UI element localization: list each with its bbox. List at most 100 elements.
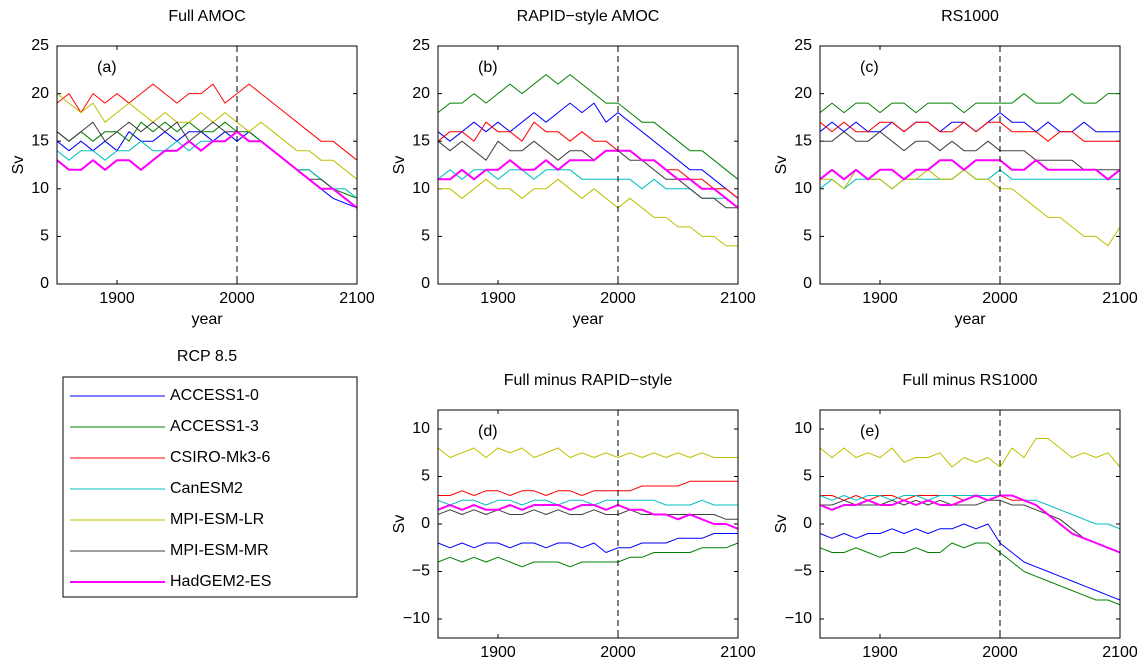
series-line — [820, 131, 1120, 171]
y-tick-label: 25 — [794, 37, 812, 54]
legend-title: RCP 8.5 — [177, 348, 237, 365]
x-tick-label: 2000 — [982, 290, 1018, 307]
legend-label: HadGEM2-ES — [170, 573, 271, 590]
x-tick-label: 2100 — [1102, 290, 1138, 307]
series-line — [820, 169, 1121, 247]
series-line — [819, 495, 1121, 530]
y-tick-label: −5 — [412, 563, 430, 580]
y-tick-label: 20 — [31, 85, 49, 102]
series-line — [819, 523, 1121, 601]
legend-label: MPI-ESM-MR — [170, 542, 269, 559]
chart-title: Full AMOC — [168, 8, 245, 25]
series-line — [56, 130, 358, 209]
series-line — [437, 542, 739, 568]
series-line — [437, 121, 739, 199]
panel-label: (a) — [97, 59, 117, 76]
series-line — [438, 178, 738, 247]
x-tick-label: 2100 — [1102, 644, 1138, 661]
y-tick-label: 10 — [412, 420, 430, 437]
y-tick-label: 10 — [794, 180, 812, 197]
series-line — [438, 149, 739, 209]
y-tick-label: 0 — [421, 515, 430, 532]
series-line — [437, 447, 738, 458]
legend-label: CanESM2 — [170, 480, 243, 497]
legend-label: CSIRO-Mk3-6 — [170, 449, 271, 466]
plot-frame — [437, 409, 739, 639]
plot-frame — [819, 45, 1121, 285]
y-tick-label: 10 — [794, 420, 812, 437]
y-tick-label: 0 — [40, 275, 49, 292]
panel-label: (c) — [860, 59, 879, 76]
x-tick-label: 2100 — [720, 290, 756, 307]
y-axis-label: Sv — [10, 156, 27, 175]
series-line — [437, 504, 739, 530]
y-tick-label: 5 — [803, 228, 812, 245]
y-tick-label: 0 — [803, 515, 812, 532]
plot-frame — [437, 45, 739, 285]
series-line — [819, 438, 1121, 468]
series-line — [56, 83, 358, 161]
series-line — [820, 499, 1121, 553]
y-tick-label: 15 — [412, 132, 430, 149]
y-axis-label: Sv — [391, 515, 408, 534]
y-tick-label: 5 — [421, 228, 430, 245]
y-tick-label: 25 — [412, 37, 430, 54]
series-line — [819, 121, 1120, 142]
chart-title: Full minus RS1000 — [902, 372, 1037, 389]
y-tick-label: 10 — [412, 180, 430, 197]
series-line — [437, 102, 739, 199]
series-line — [437, 140, 738, 209]
y-axis-label: Sv — [391, 156, 408, 175]
series-line — [819, 494, 1121, 554]
y-tick-label: −10 — [785, 610, 812, 627]
y-tick-label: 25 — [31, 37, 49, 54]
series-line — [819, 159, 1121, 181]
legend-label: ACCESS1-3 — [170, 418, 259, 435]
plot-frame — [56, 45, 358, 285]
plot-frame — [819, 409, 1121, 639]
x-tick-label: 1900 — [99, 290, 135, 307]
y-tick-label: 5 — [803, 468, 812, 485]
x-axis-label: year — [572, 311, 604, 328]
legend-box — [62, 376, 358, 598]
panel-label: (e) — [860, 423, 880, 440]
series-line — [56, 131, 358, 199]
series-line — [437, 533, 738, 553]
x-tick-label: 2000 — [982, 644, 1018, 661]
x-tick-label: 2000 — [219, 290, 255, 307]
y-tick-label: 10 — [31, 180, 49, 197]
y-tick-label: 5 — [421, 468, 430, 485]
y-tick-label: −5 — [794, 563, 812, 580]
y-tick-label: 20 — [794, 85, 812, 102]
x-tick-label: 1900 — [862, 290, 898, 307]
series-line — [819, 542, 1121, 606]
series-line — [819, 93, 1120, 114]
series-line — [437, 74, 739, 180]
panel-label: (d) — [478, 423, 498, 440]
panel-label: (b) — [478, 59, 498, 76]
x-tick-label: 1900 — [480, 644, 516, 661]
y-axis-label: Sv — [773, 156, 790, 175]
y-tick-label: 0 — [803, 275, 812, 292]
x-tick-label: 2100 — [720, 644, 756, 661]
x-tick-label: 1900 — [480, 290, 516, 307]
y-tick-label: 20 — [412, 85, 430, 102]
series-line — [56, 93, 358, 180]
chart-title: Full minus RAPID−style — [504, 372, 673, 389]
x-axis-label: year — [191, 311, 223, 328]
x-tick-label: 2000 — [600, 290, 636, 307]
x-axis-label: year — [954, 311, 986, 328]
y-tick-label: 15 — [794, 132, 812, 149]
series-line — [437, 499, 738, 506]
x-tick-label: 2000 — [600, 644, 636, 661]
series-line — [438, 480, 738, 496]
y-tick-label: 0 — [421, 275, 430, 292]
x-tick-label: 1900 — [862, 644, 898, 661]
y-axis-label: Sv — [773, 515, 790, 534]
chart-title: RAPID−style AMOC — [517, 8, 660, 25]
legend-label: MPI-ESM-LR — [170, 511, 264, 528]
x-tick-label: 2100 — [339, 290, 375, 307]
chart-title: RS1000 — [941, 8, 999, 25]
y-tick-label: 5 — [40, 228, 49, 245]
